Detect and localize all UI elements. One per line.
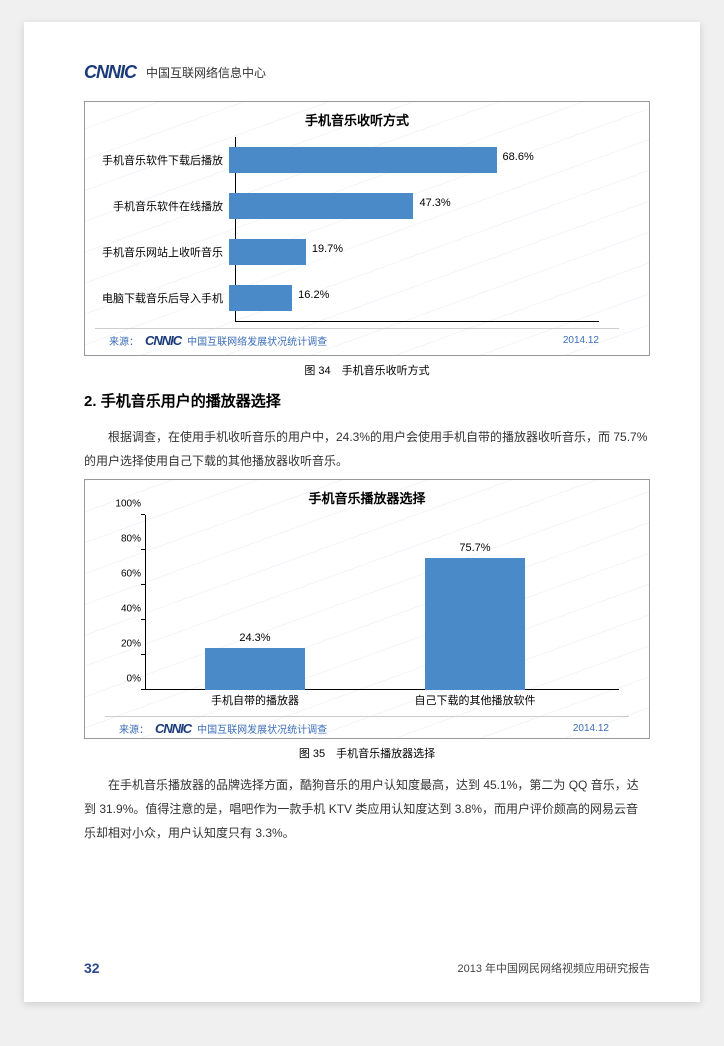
hbar-area: 19.7% xyxy=(229,239,619,265)
ytick-mark xyxy=(141,549,145,550)
chart2-title: 手机音乐播放器选择 xyxy=(105,488,629,507)
hbar-label: 手机音乐软件下载后播放 xyxy=(99,152,229,168)
source-text: 中国互联网络发展状况统计调查 xyxy=(187,333,327,348)
ytick: 60% xyxy=(109,569,141,580)
chart-listening-method: 手机音乐收听方式 手机音乐软件下载后播放 68.6% 手机音乐软件在线播放 47… xyxy=(84,101,650,356)
ytick-mark xyxy=(141,584,145,585)
page-footer: 32 2013 年中国网民网络视频应用研究报告 xyxy=(84,960,650,976)
hbar-label: 电脑下载音乐后导入手机 xyxy=(99,290,229,306)
chart-player-choice: 手机音乐播放器选择 0% 20% 40% 60% 80% 100% 24.3% … xyxy=(84,479,650,739)
paragraph-2: 在手机音乐播放器的品牌选择方面，酷狗音乐的用户认知度最高，达到 45.1%，第二… xyxy=(84,773,650,845)
hbar-value: 16.2% xyxy=(298,289,329,301)
hbar-area: 68.6% xyxy=(229,147,619,173)
hbar-row: 手机音乐网站上收听音乐 19.7% xyxy=(99,229,619,275)
ytick: 0% xyxy=(109,674,141,685)
hbar-area: 47.3% xyxy=(229,193,619,219)
vbar-value: 75.7% xyxy=(425,542,525,554)
org-name: 中国互联网络信息中心 xyxy=(146,64,266,81)
ytick: 20% xyxy=(109,639,141,650)
chart1-x-axis xyxy=(235,321,599,322)
vbar-value: 24.3% xyxy=(205,632,305,644)
hbar-value: 68.6% xyxy=(503,151,534,163)
hbar-label: 手机音乐软件在线播放 xyxy=(99,198,229,214)
chart1-bars: 手机音乐软件下载后播放 68.6% 手机音乐软件在线播放 47.3% 手机音乐网… xyxy=(99,137,619,322)
vbar: 24.3% xyxy=(205,648,305,691)
hbar-label: 手机音乐网站上收听音乐 xyxy=(99,244,229,260)
section-num: 2. xyxy=(84,393,97,410)
page-header: CNNIC 中国互联网络信息中心 xyxy=(84,62,650,83)
ytick-mark xyxy=(141,654,145,655)
hbar-value: 47.3% xyxy=(419,197,450,209)
ytick-mark xyxy=(141,619,145,620)
cnnic-logo: CNNIC xyxy=(84,62,136,83)
chart2-source: 来源： CNNIC 中国互联网发展状况统计调查 2014.12 xyxy=(105,716,629,739)
paragraph-1: 根据调查，在使用手机收听音乐的用户中，24.3%的用户会使用手机自带的播放器收听… xyxy=(84,425,650,473)
chart1-title: 手机音乐收听方式 xyxy=(95,110,619,129)
chart2-caption: 图 35 手机音乐播放器选择 xyxy=(84,745,650,761)
ytick: 40% xyxy=(109,604,141,615)
footer-doc-title: 2013 年中国网民网络视频应用研究报告 xyxy=(84,960,650,976)
ytick-mark xyxy=(141,689,145,690)
source-label: 来源： xyxy=(109,333,139,348)
ytick-mark xyxy=(141,514,145,515)
source-logo: CNNIC xyxy=(145,333,181,348)
section-title: 手机音乐用户的播放器选择 xyxy=(101,393,281,410)
hbar-bar xyxy=(229,193,413,219)
hbar-area: 16.2% xyxy=(229,285,619,311)
hbar-bar xyxy=(229,285,292,311)
source-date: 2014.12 xyxy=(573,723,609,734)
hbar-value: 19.7% xyxy=(312,243,343,255)
section-heading: 2. 手机音乐用户的播放器选择 xyxy=(84,390,650,411)
chart2-y-axis xyxy=(145,515,146,690)
chart1-source: 来源： CNNIC 中国互联网络发展状况统计调查 2014.12 xyxy=(95,328,619,354)
hbar-row: 手机音乐软件下载后播放 68.6% xyxy=(99,137,619,183)
hbar-bar xyxy=(229,147,497,173)
chart1-caption: 图 34 手机音乐收听方式 xyxy=(84,362,650,378)
source-logo: CNNIC xyxy=(155,721,191,736)
hbar-row: 电脑下载音乐后导入手机 16.2% xyxy=(99,275,619,321)
source-label: 来源： xyxy=(119,721,149,736)
hbar-row: 手机音乐软件在线播放 47.3% xyxy=(99,183,619,229)
chart2-plot: 0% 20% 40% 60% 80% 100% 24.3% 75.7% 手机自带… xyxy=(145,515,619,710)
ytick: 100% xyxy=(109,499,141,510)
hbar-bar xyxy=(229,239,306,265)
source-date: 2014.12 xyxy=(563,335,599,346)
source-text: 中国互联网发展状况统计调查 xyxy=(197,721,327,736)
document-page: CNNIC 中国互联网络信息中心 手机音乐收听方式 手机音乐软件下载后播放 68… xyxy=(24,22,700,1002)
vbar-label: 自己下载的其他播放软件 xyxy=(395,692,555,708)
vbar: 75.7% xyxy=(425,558,525,691)
vbar-label: 手机自带的播放器 xyxy=(185,692,325,708)
ytick: 80% xyxy=(109,534,141,545)
